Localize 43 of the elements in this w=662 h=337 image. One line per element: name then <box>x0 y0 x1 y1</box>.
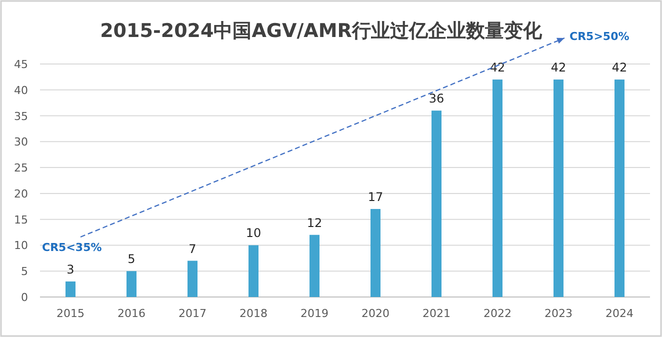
x-tick-label: 2018 <box>240 307 268 320</box>
x-tick-label: 2016 <box>118 307 146 320</box>
bar <box>310 234 320 297</box>
bar <box>126 271 136 297</box>
x-tick-label: 2017 <box>178 307 206 320</box>
data-label: 5 <box>128 252 136 266</box>
chart-title: 2015-2024中国AGV/AMR行业过亿企业数量变化 <box>100 20 543 42</box>
annotation: CR5<35% <box>42 241 102 254</box>
y-tick-label: 40 <box>14 84 28 97</box>
bar <box>492 80 502 297</box>
data-label: 42 <box>490 60 506 75</box>
y-tick-label: 15 <box>14 213 28 226</box>
x-tick-label: 2019 <box>300 307 328 320</box>
bar <box>614 80 624 297</box>
data-label: 42 <box>612 60 628 75</box>
x-tick-label: 2015 <box>56 307 84 320</box>
y-tick-label: 0 <box>21 291 28 304</box>
y-tick-label: 10 <box>14 239 28 252</box>
data-label: 42 <box>550 60 566 75</box>
bar <box>248 245 258 297</box>
bar <box>432 110 442 297</box>
bar <box>66 281 76 297</box>
data-label: 12 <box>306 216 322 230</box>
y-tick-label: 30 <box>14 136 28 149</box>
y-tick-label: 35 <box>14 110 28 123</box>
x-tick-label: 2023 <box>544 307 572 320</box>
text: CR5>50% <box>570 30 630 43</box>
bar <box>554 80 564 297</box>
y-tick-label: 25 <box>14 162 28 175</box>
data-label: 7 <box>188 242 196 256</box>
data-label: 3 <box>66 262 74 276</box>
x-tick-label: 2024 <box>606 307 634 320</box>
y-tick-label: 45 <box>14 58 28 71</box>
bar <box>188 260 198 297</box>
data-label: 36 <box>428 92 444 106</box>
y-tick-label: 5 <box>21 265 28 278</box>
x-tick-label: 2021 <box>422 307 450 320</box>
x-tick-label: 2020 <box>362 307 390 320</box>
data-label: 17 <box>368 190 384 204</box>
data-label: 10 <box>246 226 262 240</box>
y-tick-label: 20 <box>14 187 28 200</box>
bar <box>370 208 380 297</box>
x-tick-label: 2022 <box>484 307 512 320</box>
